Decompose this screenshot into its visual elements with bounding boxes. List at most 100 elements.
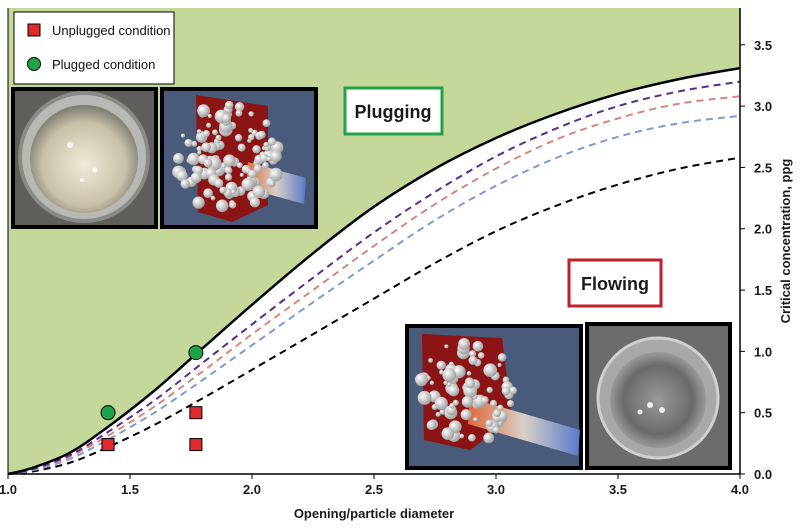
particle xyxy=(203,188,213,198)
boundary-curve xyxy=(7,66,741,476)
legend-square-marker xyxy=(27,23,41,37)
unplugged-point xyxy=(189,438,203,452)
particle xyxy=(260,153,269,163)
particle xyxy=(267,137,276,146)
y-tick-label: 1.0 xyxy=(754,344,772,359)
particle xyxy=(252,185,266,198)
particle xyxy=(206,122,212,128)
particle xyxy=(252,145,261,154)
particle xyxy=(435,411,441,417)
x-tick-label: 2.5 xyxy=(365,482,383,497)
particle xyxy=(501,386,511,396)
particle xyxy=(241,177,255,191)
particle xyxy=(197,150,202,155)
particle xyxy=(439,409,446,415)
particle xyxy=(468,350,477,358)
particle xyxy=(221,113,231,123)
y-tick-label: 3.5 xyxy=(754,38,772,53)
particle xyxy=(507,400,514,407)
particle xyxy=(248,134,255,141)
particle xyxy=(248,127,254,133)
particle xyxy=(187,152,200,166)
particle xyxy=(428,358,433,363)
particle xyxy=(460,409,472,421)
particle xyxy=(442,368,457,382)
x-axis-title: Opening/particle diameter xyxy=(294,506,454,521)
dashed-curve xyxy=(7,114,741,475)
data-points xyxy=(100,345,204,452)
particle xyxy=(225,100,234,110)
x-tick-label: 3.5 xyxy=(609,482,627,497)
plugged-particles xyxy=(172,100,284,213)
particle xyxy=(201,142,212,153)
particle xyxy=(236,162,243,169)
x-tick-label: 2.0 xyxy=(243,482,261,497)
flowing-screen-photo xyxy=(585,322,732,470)
particle xyxy=(270,150,282,163)
x-tick-label: 4.0 xyxy=(731,482,749,497)
particle xyxy=(248,111,254,117)
particle xyxy=(257,130,266,139)
particle xyxy=(234,134,243,142)
plugged-screen-photo xyxy=(11,87,158,229)
particle xyxy=(253,164,263,173)
particle xyxy=(191,140,198,147)
particle xyxy=(458,338,470,350)
particle xyxy=(434,396,448,410)
particle xyxy=(215,134,222,141)
particle xyxy=(490,399,497,407)
particle xyxy=(477,352,485,359)
particle xyxy=(202,130,210,137)
y-tick-label: 2.0 xyxy=(754,222,772,237)
y-tick-label: 3.0 xyxy=(754,99,772,114)
particle xyxy=(180,133,186,138)
particle xyxy=(192,196,205,209)
particle xyxy=(229,201,237,209)
x-tick-label: 1.5 xyxy=(121,482,139,497)
particle xyxy=(235,109,243,117)
particle xyxy=(441,427,455,441)
dashed-curve xyxy=(7,156,741,475)
dashed-curve xyxy=(7,95,741,475)
legend-circle-marker xyxy=(27,57,41,71)
legend-label-unplugged: Unplugged condition xyxy=(52,23,171,38)
flowing-particles xyxy=(415,338,517,444)
y-tick-label: 0.0 xyxy=(754,467,772,482)
particle xyxy=(497,404,504,411)
particle xyxy=(196,146,203,152)
particle xyxy=(493,409,501,417)
particle xyxy=(196,129,202,134)
particle xyxy=(180,179,191,189)
particle xyxy=(509,386,517,395)
particle xyxy=(492,426,500,434)
x-ticks: 1.0 1.5 2.0 2.5 3.0 3.5 4.0 xyxy=(0,474,749,497)
plugged-simulation-render xyxy=(160,87,318,229)
particle xyxy=(483,363,498,378)
curves xyxy=(7,66,741,476)
particle xyxy=(444,344,449,349)
y-axis-title: Critical concentration, ppg xyxy=(778,159,793,324)
particle xyxy=(468,434,476,442)
particle xyxy=(207,113,212,119)
particle xyxy=(459,433,465,439)
particle xyxy=(223,154,236,167)
plugged-point xyxy=(100,405,116,421)
y-tick-label: 2.5 xyxy=(754,160,772,175)
particle xyxy=(214,178,224,188)
particle xyxy=(463,383,478,398)
particle xyxy=(224,166,233,175)
particle xyxy=(497,363,502,367)
particle xyxy=(239,172,244,177)
particle xyxy=(210,195,216,201)
particle xyxy=(268,180,276,187)
unplugged-point xyxy=(101,438,115,452)
particle xyxy=(426,420,437,431)
particle xyxy=(224,173,233,181)
particle xyxy=(234,102,245,112)
particle xyxy=(197,104,211,118)
particle xyxy=(173,153,184,164)
particle xyxy=(262,161,269,169)
y-ticks: 0.0 0.5 1.0 1.5 2.0 2.5 3.0 3.5 xyxy=(740,38,772,482)
particle xyxy=(212,129,218,136)
